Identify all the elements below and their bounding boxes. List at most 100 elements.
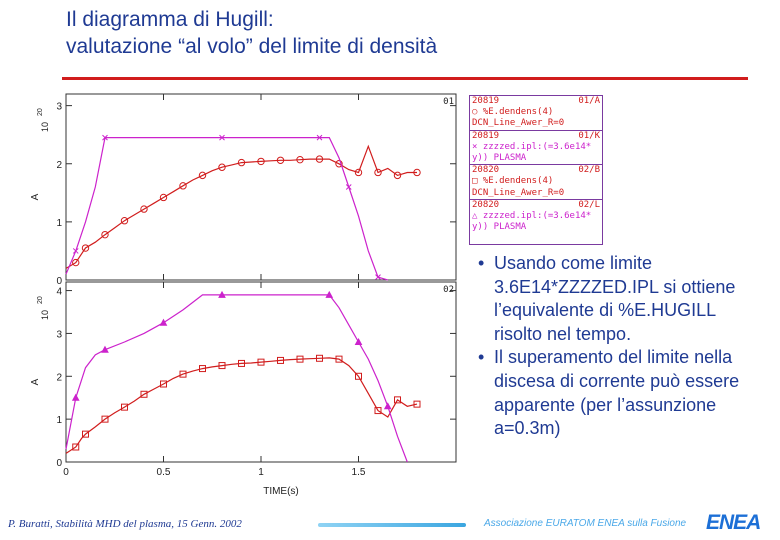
legend-entry-3: 20820 02/B □ %E.dendens(4) DCN_Line_Awer_… [470,165,602,200]
y-axis-label: A [30,378,41,385]
data-point [82,430,89,438]
data-point [277,356,284,364]
legend-detail: y)) PLASMA [472,222,527,233]
data-point [102,134,108,141]
panel-label: 02 [443,285,454,295]
data-point [413,168,421,177]
data-point [218,290,226,298]
x-tick-label: 0.5 [157,467,171,478]
data-point [257,358,265,366]
legend-shot: 20820 [472,165,500,176]
data-point [354,337,363,345]
y-tick-label: 1 [56,415,62,426]
series-line [65,294,408,463]
data-point [237,158,246,167]
data-point [383,402,392,410]
data-point [72,258,80,267]
data-point [219,134,225,141]
data-point [394,396,401,404]
legend-signal: %E.dendens(4) [482,107,554,118]
y-tick-label: 0 [56,458,62,469]
data-point [72,443,80,451]
legend-signal: zzzzed.ipl:(=3.6e14* [482,211,592,222]
y-tick-label: 3 [56,102,62,113]
legend-entry-1: 20819 01/A ○ %E.dendens(4) DCN_Line_Awer_… [470,96,602,131]
footer-citation: P. Buratti, Stabilità MHD del plasma, 15… [8,518,242,530]
y-axis-label: A [30,193,41,200]
x-tick-label: 0 [63,467,69,478]
legend-entry-4: 20820 02/L △ zzzzed.ipl:(=3.6e14* y)) PLA… [470,200,602,234]
y-tick-label: 3 [56,329,62,340]
x-tick-label: 1 [258,467,264,478]
legend-entry-2: 20819 01/K × zzzzed.ipl:(=3.6e14* y)) PLA… [470,131,602,166]
series-line [65,357,418,454]
x-axis-label: TIME(s) [263,486,299,497]
legend-tag: 02/L [578,199,600,210]
data-point [393,171,402,180]
chart-panel-2: 0 0.5 1 1.5 0 1 2 3 4 A 10 20 02 TIME(s) [30,281,457,497]
legend-shot: 20819 [472,130,500,141]
data-point [218,163,226,171]
plot-frame [65,93,457,281]
x-tick-label: 1.5 [352,467,366,478]
data-point [345,184,352,190]
title-line-2: valutazione “al volo” del limite di dens… [66,35,438,58]
data-point [72,248,79,254]
y-tick-label: 0 [56,276,62,287]
legend-shot: 20820 [472,199,500,210]
legend-shot: 20819 [472,96,500,106]
data-point [374,168,382,177]
legend-symbol: △ [472,211,478,222]
legend-signal: %E.dendens(4) [482,176,554,187]
enea-logo: ENEA [706,511,761,534]
data-point [355,372,362,380]
data-point [81,244,90,252]
data-point [374,407,382,415]
data-point [354,168,363,177]
data-point [296,355,304,363]
data-point [218,362,226,370]
data-point [179,370,187,378]
data-point [316,354,323,362]
data-point [120,217,129,225]
data-point [101,345,109,353]
y-tick-label: 4 [56,287,62,298]
y-exponent: 10 [40,310,50,320]
legend-symbol: □ [472,176,478,187]
y-tick-label: 1 [56,218,62,229]
legend-detail: DCN_Line_Awer_R=0 [472,187,565,198]
data-point [159,193,168,202]
data-point [257,157,265,166]
y-exponent-power: 20 [37,296,44,304]
legend-symbol: ○ [472,107,478,118]
data-point [159,318,168,326]
data-point [375,274,381,280]
y-exponent: 10 [40,122,50,132]
legend-tag: 01/K [578,130,600,141]
data-point [140,205,148,213]
data-point [101,230,109,239]
data-point [140,390,148,398]
data-point [335,160,343,168]
footer-decorative-bar [318,523,466,527]
data-point [198,171,207,180]
legend-symbol: × [472,141,478,152]
data-point [413,400,421,408]
data-point [325,290,334,298]
panel-label: 01 [443,97,454,107]
data-point [335,355,343,363]
title-line-1: Il diagramma di Hugill: [66,8,274,31]
data-point [276,156,285,164]
legend-tag: 02/B [578,165,600,176]
series-line [65,136,388,281]
legend-detail: y)) PLASMA [472,153,527,164]
data-point [121,403,128,411]
chart-legend: 20819 01/A ○ %E.dendens(4) DCN_Line_Awer_… [469,95,603,245]
series-line [65,144,417,269]
title-underline [62,77,748,80]
slide-title: Il diagramma di Hugill: valutazione “al … [66,6,437,60]
footer-organization: Associazione EURATOM ENEA sulla Fusione [484,518,687,529]
data-point [316,134,323,141]
